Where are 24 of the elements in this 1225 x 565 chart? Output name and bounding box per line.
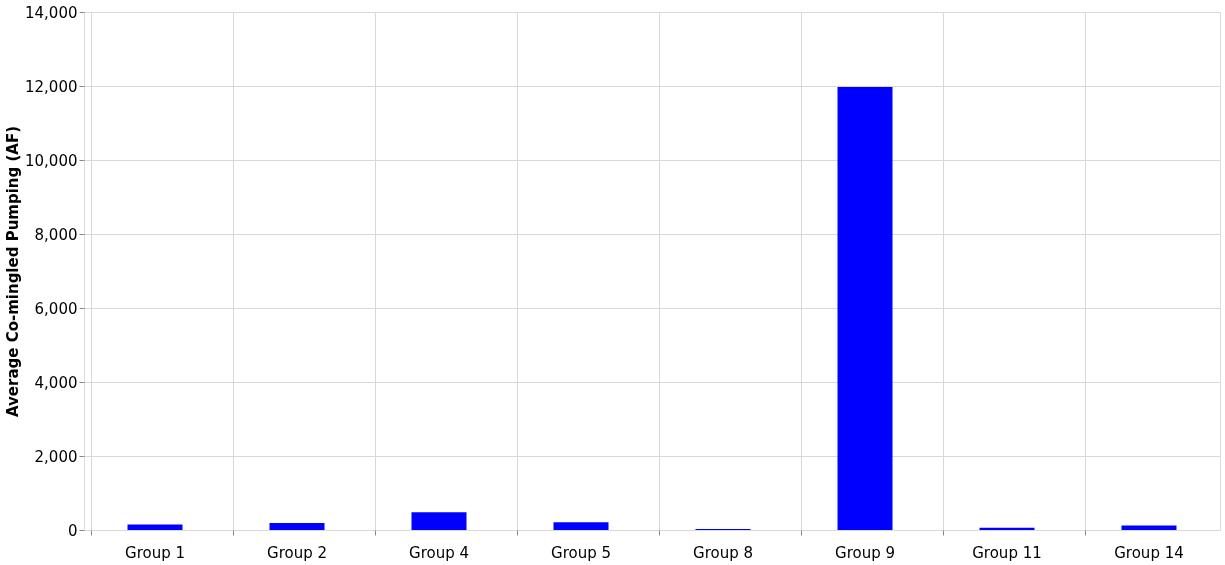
bar	[269, 522, 325, 530]
x-tick-label: Group 4	[409, 543, 469, 562]
bar	[127, 524, 183, 530]
y-tick-label: 10,000	[25, 151, 78, 170]
x-tick-label: Group 5	[551, 543, 611, 562]
y-tick-label: 2,000	[34, 447, 78, 466]
x-tick-label: Group 8	[693, 543, 753, 562]
y-tick-label: 12,000	[25, 77, 78, 96]
x-tick-label: Group 9	[835, 543, 895, 562]
x-tick-label: Group 2	[267, 543, 327, 562]
y-tick-label: 6,000	[34, 299, 78, 318]
x-tick-label: Group 1	[125, 543, 185, 562]
y-tick-label: 14,000	[25, 3, 78, 22]
y-tick-label: 4,000	[34, 373, 78, 392]
y-tick-label: 8,000	[34, 225, 78, 244]
bar	[553, 522, 609, 530]
y-axis-title: Average Co-mingled Pumping (AF)	[4, 125, 23, 418]
y-tick-label: 0	[67, 521, 78, 540]
x-tick-label: Group 14	[1114, 543, 1184, 562]
bar	[1121, 525, 1177, 530]
x-tick-label: Group 11	[972, 543, 1042, 562]
bar	[979, 527, 1035, 530]
bar	[837, 87, 893, 530]
bar	[411, 512, 467, 530]
